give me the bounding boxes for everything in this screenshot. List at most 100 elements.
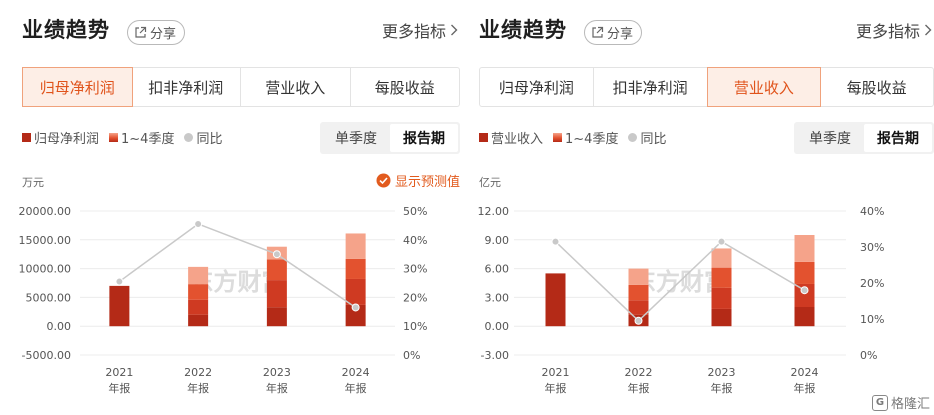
y-axis-tick-label: -5000.00 xyxy=(22,349,71,362)
unit-label: 亿元 xyxy=(479,176,501,189)
y2-axis-tick-label: 30% xyxy=(860,241,884,254)
unit-label: 万元 xyxy=(22,176,44,189)
bar-segment xyxy=(711,267,732,288)
tab-revenue[interactable]: 营业收入 xyxy=(706,67,822,107)
share-label: 分享 xyxy=(607,27,634,42)
bar-segment xyxy=(345,258,366,279)
bar-segment xyxy=(188,299,209,315)
yoy-point xyxy=(272,250,281,259)
share-icon xyxy=(135,26,147,38)
y-axis-tick-label: 6.00 xyxy=(485,263,510,276)
bar-segment xyxy=(794,235,815,262)
y2-axis-tick-label: 0% xyxy=(860,349,877,362)
performance-chart: 12.00 9.00 6.00 3.00 0.00 -3.00 40% 30% 20% 10% 0%… xyxy=(478,205,885,395)
legend-item-quarters[interactable]: 1~4季度 xyxy=(553,128,618,147)
tab-revenue[interactable]: 营业收入 xyxy=(241,68,351,106)
period-report[interactable]: 报告期 xyxy=(390,124,458,152)
bar-segment xyxy=(711,248,732,268)
period-single-quarter[interactable]: 单季度 xyxy=(809,131,851,147)
chart-legend: 营业收入 1~4季度 同比 xyxy=(479,128,676,147)
legend-item-main[interactable]: 营业收入 xyxy=(479,128,543,147)
panel-title: 业绩趋势 xyxy=(22,18,110,42)
y2-axis-tick-label: 30% xyxy=(403,263,427,276)
share-icon xyxy=(592,26,604,38)
bar-segment xyxy=(711,287,732,309)
panel-title: 业绩趋势 xyxy=(479,18,567,42)
tab-net-profit[interactable]: 归母净利润 xyxy=(22,67,133,107)
bar-segment xyxy=(628,300,649,315)
yoy-line xyxy=(118,223,357,309)
yoy-point xyxy=(800,286,809,295)
bar-segment xyxy=(266,259,287,281)
y2-axis-tick-label: 20% xyxy=(403,291,427,304)
y2-axis-tick-label: 40% xyxy=(860,205,884,218)
chevron-right-icon xyxy=(925,24,932,36)
legend-item-yoy[interactable]: 同比 xyxy=(628,128,666,147)
y-axis-tick-label: 3.00 xyxy=(485,291,510,304)
tab-deducted-net-profit[interactable]: 扣非净利润 xyxy=(132,68,241,106)
legend-item-yoy[interactable]: 同比 xyxy=(184,128,222,147)
chevron-right-icon xyxy=(451,24,458,36)
share-button[interactable]: 分享 xyxy=(584,20,643,45)
legend-label: 归母净利润 xyxy=(34,132,100,147)
logo-icon: G xyxy=(871,394,888,411)
y-axis-tick-label: 15000.00 xyxy=(19,234,72,247)
yoy-point xyxy=(351,303,360,312)
legend-item-main[interactable]: 归母净利润 xyxy=(22,128,99,147)
x-axis-tick-label: 年报 xyxy=(187,381,209,395)
legend-swatch xyxy=(553,133,563,142)
tab-eps[interactable]: 每股收益 xyxy=(374,78,435,97)
yoy-point xyxy=(551,237,560,246)
performance-panel-left: 业绩趋势 分享 更多指标 归母净利润 扣非净利润 营业收入 每股收益 归母净利润… xyxy=(0,0,460,415)
y2-axis-tick-label: 10% xyxy=(860,313,884,326)
legend-label: 1~4季度 xyxy=(121,132,175,147)
y-axis-tick-label: 5000.00 xyxy=(26,291,72,304)
period-single-quarter[interactable]: 单季度 xyxy=(335,131,377,147)
y2-axis-tick-label: 50% xyxy=(403,205,427,218)
bar-segment xyxy=(188,314,209,327)
tab-deducted-net-profit[interactable]: 扣非净利润 xyxy=(594,68,708,106)
more-indicators-link[interactable]: 更多指标 xyxy=(382,18,458,42)
show-forecast-toggle[interactable]: 显示预测值 xyxy=(376,171,460,190)
legend-item-quarters[interactable]: 1~4季度 xyxy=(109,128,174,147)
bar-segment xyxy=(345,233,366,259)
forecast-label: 显示预测值 xyxy=(394,175,460,190)
legend-label: 1~4季度 xyxy=(565,132,619,147)
legend-swatch xyxy=(22,133,31,142)
performance-panel-right: 业绩趋势 分享 更多指标 归母净利润 扣非净利润 营业收入 每股收益 营业收入 … xyxy=(474,0,934,415)
bar-segment xyxy=(266,307,287,327)
x-axis-tick-label: 2022 xyxy=(184,366,212,379)
period-toggle: 单季度 报告期 xyxy=(794,122,934,154)
legend-label: 营业收入 xyxy=(491,132,544,147)
y-axis-tick-label: 20000.00 xyxy=(19,205,72,218)
legend-label: 同比 xyxy=(196,132,223,147)
y-axis-tick-label: 0.00 xyxy=(485,320,510,333)
x-axis-tick-label: 年报 xyxy=(711,381,733,395)
tab-eps[interactable]: 每股收益 xyxy=(846,78,907,97)
legend-swatch xyxy=(628,133,638,142)
bar-segment xyxy=(628,284,649,301)
bar xyxy=(545,273,566,327)
share-button[interactable]: 分享 xyxy=(127,20,186,45)
x-axis-tick-label: 年报 xyxy=(794,381,816,395)
x-axis-tick-label: 年报 xyxy=(108,381,130,395)
x-axis-tick-label: 年报 xyxy=(628,381,650,395)
share-label: 分享 xyxy=(150,27,177,42)
metric-tabs: 归母净利润 扣非净利润 营业收入 每股收益 xyxy=(22,67,460,107)
bar-segment xyxy=(628,268,649,285)
more-indicators-link[interactable]: 更多指标 xyxy=(856,18,932,42)
check-circle-icon xyxy=(376,173,391,188)
legend-label: 同比 xyxy=(640,132,667,147)
period-report[interactable]: 报告期 xyxy=(864,124,932,152)
logo-text: 格隆汇 xyxy=(890,397,930,412)
y-axis-tick-label: 9.00 xyxy=(485,234,510,247)
y2-axis-tick-label: 10% xyxy=(403,320,427,333)
x-axis-tick-label: 2023 xyxy=(708,366,736,379)
tab-net-profit[interactable]: 归母净利润 xyxy=(480,68,594,106)
bar-segment xyxy=(345,304,366,327)
y2-axis-tick-label: 20% xyxy=(860,277,884,290)
yoy-line xyxy=(554,240,805,322)
y-axis-tick-label: -3.00 xyxy=(481,349,509,362)
y-axis-tick-label: 12.00 xyxy=(478,205,510,218)
legend-swatch xyxy=(109,133,119,142)
